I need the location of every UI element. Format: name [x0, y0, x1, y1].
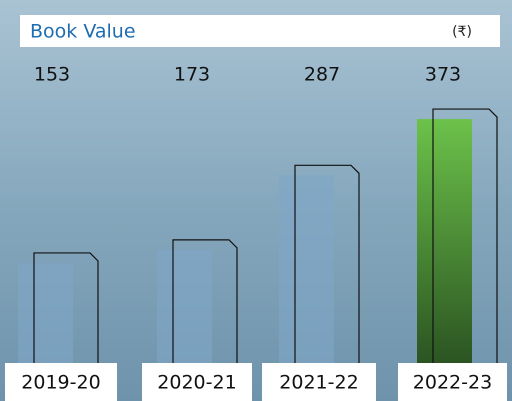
bar-outline — [33, 252, 99, 363]
bar — [279, 175, 334, 363]
value-label: 287 — [304, 64, 340, 86]
value-label: 153 — [34, 64, 70, 86]
title-box — [20, 15, 500, 47]
x-tick-label: 2021-22 — [279, 372, 358, 394]
x-tick-label: 2019-20 — [21, 372, 100, 394]
bar — [18, 262, 73, 363]
bar — [157, 249, 212, 363]
x-tick-label: 2020-21 — [157, 372, 236, 394]
unit-label: (₹) — [452, 24, 472, 40]
category-box — [262, 363, 376, 401]
chart-title: Book Value — [30, 21, 136, 43]
category-box — [398, 363, 507, 401]
x-tick-label: 2022-23 — [413, 372, 492, 394]
bar-outline — [172, 239, 238, 363]
value-label: 173 — [174, 64, 210, 86]
bar-outline — [294, 164, 360, 363]
category-box — [5, 363, 117, 401]
bar-outline — [432, 108, 498, 363]
category-box — [142, 363, 252, 401]
value-label: 373 — [425, 64, 461, 86]
bar — [417, 119, 472, 363]
